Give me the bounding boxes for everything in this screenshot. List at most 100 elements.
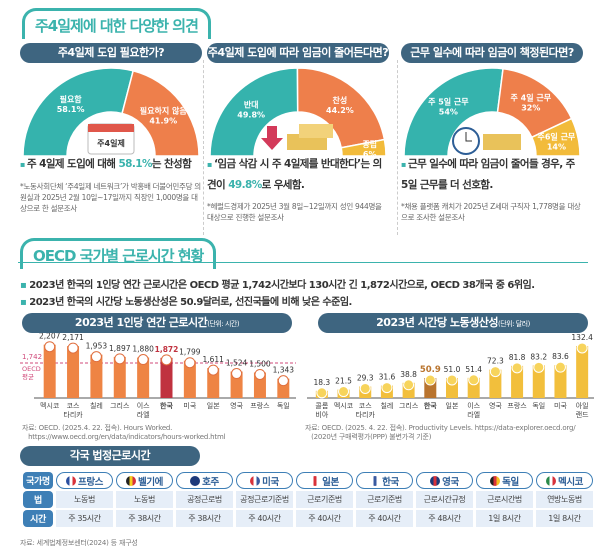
data-label: 51.0 xyxy=(444,365,461,374)
category-label: 라엘 xyxy=(467,410,480,419)
law-cell: 근로기준법 xyxy=(296,491,353,508)
oecd-bullet: 2023년 한국의 시간당 노동생산성은 50.9달러로, 선진국들에 비해 낮… xyxy=(20,293,352,308)
category-label: 한국 xyxy=(424,401,437,410)
summary-bullet: 주 4일제 도입에 대해 58.1%는 찬성함 xyxy=(20,154,202,175)
survey-note: *노동사회단체 ‘주4일제 네트워크’가 박홍배 더불어민주당 의원실과 202… xyxy=(20,182,201,213)
reference-label: 평균 xyxy=(22,372,34,381)
productivity-source: 자료: OECD. (2025. 4. 22. 접속). Productivit… xyxy=(305,424,576,441)
law-cell: 근로시간법 xyxy=(476,491,533,508)
hours-chart-title: 2023년 1인당 연간 근로시간(단위: 시간) xyxy=(22,313,292,333)
opinion-card: 주4일제 도입에 따라 임금이 줄어든다면? 반대 49.8% 찬성 44.2% 중립 6… xyxy=(207,40,389,235)
hours-cell: 주 40시간 xyxy=(296,510,353,527)
flag-icon xyxy=(370,475,381,486)
law-cell: 노동법 xyxy=(116,491,173,508)
hours-cell: 1일 8시간 xyxy=(536,510,593,527)
summary-bullet: 근무 일수에 따라 임금이 줄어들 경우, 주 5일 근무를 더 선호함. xyxy=(401,154,583,195)
gauge-segment xyxy=(209,67,299,157)
divider xyxy=(203,60,204,235)
category-label: 일본 xyxy=(207,401,220,410)
segment-value: 54% xyxy=(439,107,458,116)
reference-label: OECD xyxy=(22,365,41,373)
bar xyxy=(43,344,56,398)
category-label: 미국 xyxy=(554,401,567,410)
hours-cell: 주 35시간 xyxy=(56,510,113,527)
category-label: 코스 xyxy=(359,402,372,410)
category-label: 한국 xyxy=(160,401,173,410)
segment-label: 주6일 근무 xyxy=(538,132,576,142)
category-label: 영국 xyxy=(489,401,502,410)
category-label: 코스 xyxy=(67,402,80,410)
law-cell: 근로시간규정 xyxy=(416,491,473,508)
clock-icon xyxy=(161,354,172,366)
segment-value: 14% xyxy=(547,143,566,152)
data-label: 50.9 xyxy=(420,365,441,375)
category-label: 이스 xyxy=(137,401,150,410)
country-0: 프랑스 xyxy=(56,472,113,489)
category-label: 칠레 xyxy=(90,401,103,410)
bar xyxy=(532,365,545,398)
segment-value: 58.1% xyxy=(57,105,85,114)
category-label: 그리스 xyxy=(110,401,130,410)
bar xyxy=(183,360,196,398)
hours-cell: 주 48시간 xyxy=(416,510,473,527)
gauge-segment xyxy=(22,67,135,157)
data-label: 132.4 xyxy=(571,333,593,342)
data-label: 81.8 xyxy=(509,353,526,362)
calendar-icon: 주4일제 xyxy=(87,123,135,155)
clock-icon xyxy=(452,127,521,155)
segment-value: 49.8% xyxy=(237,110,265,119)
data-label: 18.3 xyxy=(313,378,330,387)
data-label: 83.2 xyxy=(530,352,547,361)
bar xyxy=(511,365,524,398)
data-label: 29.3 xyxy=(357,373,374,382)
bar xyxy=(253,372,266,398)
category-label: 라엘 xyxy=(137,410,150,419)
bar xyxy=(489,369,502,398)
coin-icon xyxy=(576,342,588,354)
law-cell: 공정근로기준법 xyxy=(236,491,293,508)
clock-icon xyxy=(67,342,79,354)
data-label: 1,524 xyxy=(226,359,248,368)
data-label: 1,872 xyxy=(155,345,179,354)
coin-icon xyxy=(338,386,350,398)
data-label: 21.5 xyxy=(335,377,352,386)
clock-icon xyxy=(207,364,219,376)
card-text: ‘임금 삭감 시 주 4일제를 반대한다’는 의견이 49.8%로 우세함. *… xyxy=(207,154,389,223)
data-label: 1,799 xyxy=(179,348,201,357)
category-label: 멕시코 xyxy=(40,401,60,410)
country-5: 한국 xyxy=(356,472,413,489)
data-label: 72.3 xyxy=(487,357,504,366)
category-label: 이스 xyxy=(467,401,480,410)
question-pill: 주4일제 도입에 따라 임금이 줄어든다면? xyxy=(207,43,389,63)
clock-icon xyxy=(231,368,243,380)
category-label: 멕시코 xyxy=(334,401,354,410)
data-label: 2,207 xyxy=(39,333,61,341)
category-label: 랜드 xyxy=(576,410,589,419)
category-label: 칠레 xyxy=(380,401,393,410)
reference-value: 1,742 xyxy=(22,353,42,361)
data-label: 1,611 xyxy=(202,355,224,364)
hours-cell: 주 40시간 xyxy=(356,510,413,527)
clock-icon xyxy=(184,357,196,369)
survey-note: *채용 플랫폼 캐치가 2025년 Z세대 구직자 1,778명을 대상으로 조… xyxy=(401,202,581,222)
oecd-bullet: 2023년 한국의 1인당 연간 근로시간은 OECD 평균 1,742시간보다… xyxy=(20,276,535,291)
bar xyxy=(113,356,126,398)
data-label: 1,500 xyxy=(249,359,271,368)
legal-title: 각국 법정근로시간 xyxy=(20,446,200,466)
clock-icon xyxy=(114,353,126,365)
coin-icon xyxy=(511,362,523,374)
bar xyxy=(554,365,567,398)
flag-icon xyxy=(310,475,321,486)
category-label: 타리카 xyxy=(63,410,83,419)
hours-cell: 주 40시간 xyxy=(236,510,293,527)
hours-source: 자료: OECD. (2025.4. 22. 접속). Hours Worked… xyxy=(22,424,226,441)
category-label: 콜롬 xyxy=(315,402,328,410)
bar xyxy=(90,354,103,398)
data-label: 1,880 xyxy=(132,345,154,354)
law-cell: 근로기준법 xyxy=(356,491,413,508)
segment-value: 32% xyxy=(521,104,540,113)
svg-text:주4일제: 주4일제 xyxy=(97,138,125,148)
